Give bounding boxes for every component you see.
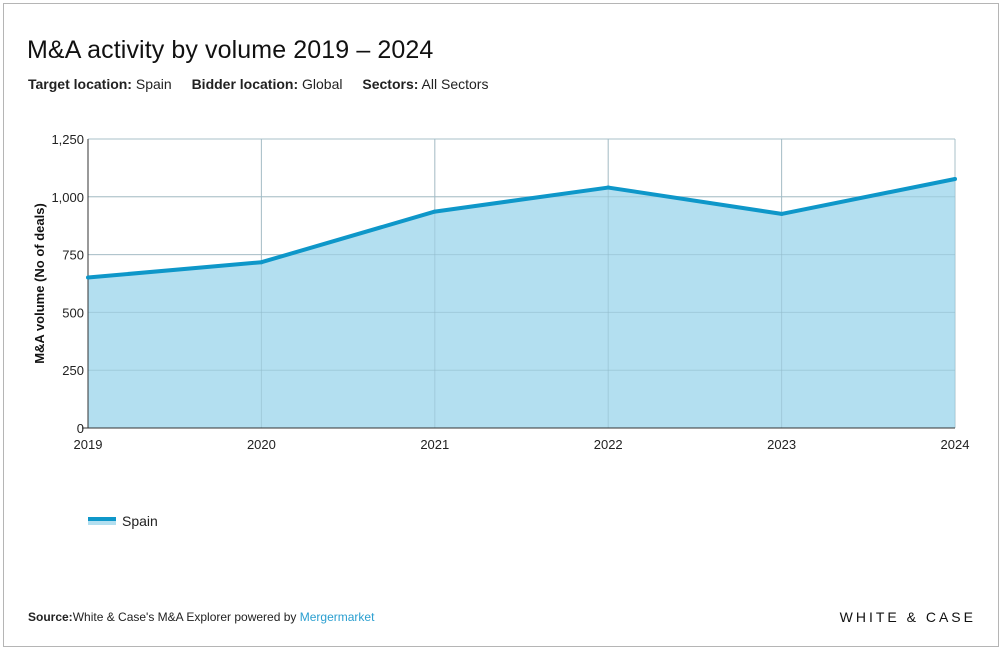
data-point-spain — [86, 275, 90, 279]
source-note: Source:White & Case's M&A Explorer power… — [28, 610, 374, 624]
x-tick-labels: 2019 2020 2021 2022 2023 2024 — [74, 437, 970, 452]
area-fill-spain — [88, 179, 955, 428]
area-chart: 0 250 500 750 1,000 1,250 2019 2020 2021 2022 202… — [0, 0, 1004, 650]
source-label: Source: — [28, 610, 73, 624]
y-tick-label: 0 — [77, 421, 84, 436]
data-point-spain — [953, 177, 957, 181]
x-tick-label: 2024 — [941, 437, 970, 452]
source-text: White & Case's M&A Explorer powered by — [73, 610, 300, 624]
x-tick-label: 2022 — [594, 437, 623, 452]
y-axis-label: M&A volume (No of deals) — [32, 203, 47, 364]
brand-logo: WHITE & CASE — [840, 609, 976, 625]
source-link[interactable]: Mergermarket — [300, 610, 375, 624]
legend-swatch-spain — [88, 517, 116, 525]
x-tick-label: 2021 — [420, 437, 449, 452]
legend-label-spain: Spain — [122, 513, 158, 529]
y-tick-label: 250 — [62, 363, 84, 378]
data-point-spain — [780, 212, 784, 216]
data-point-spain — [433, 210, 437, 214]
y-tick-label: 750 — [62, 248, 84, 263]
data-point-spain — [259, 260, 263, 264]
data-point-spain — [606, 186, 610, 190]
legend: Spain — [88, 513, 158, 529]
y-tick-label: 1,000 — [51, 190, 84, 205]
x-tick-label: 2019 — [74, 437, 103, 452]
x-tick-label: 2020 — [247, 437, 276, 452]
y-tick-label: 500 — [62, 305, 84, 320]
y-tick-labels: 0 250 500 750 1,000 1,250 — [51, 132, 84, 436]
y-tick-label: 1,250 — [51, 132, 84, 147]
x-tick-label: 2023 — [767, 437, 796, 452]
